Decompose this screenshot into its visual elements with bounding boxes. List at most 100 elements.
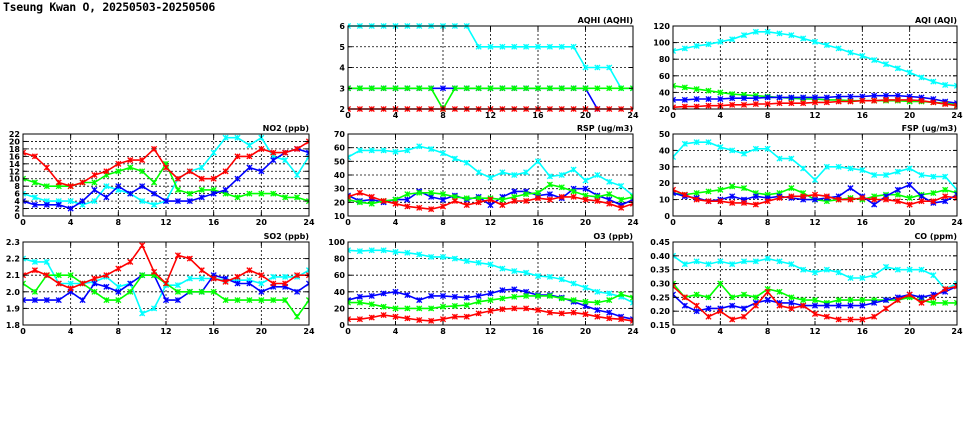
data-point (222, 278, 229, 285)
data-point (439, 85, 447, 92)
data-point (463, 258, 470, 265)
data-point (31, 258, 38, 265)
data-point (246, 190, 253, 197)
data-point (348, 299, 352, 306)
point-stroke (305, 282, 309, 287)
y-tick-label: 18 (9, 145, 21, 154)
data-point (894, 65, 901, 72)
data-point (606, 200, 613, 207)
data-point (67, 205, 74, 212)
data-point (582, 284, 589, 291)
series-3 (23, 138, 309, 190)
data-point (348, 85, 352, 92)
data-point (811, 269, 819, 276)
data-point (439, 292, 447, 300)
data-point (67, 285, 74, 292)
y-tick-label: 0 (14, 212, 20, 221)
data-point (368, 85, 375, 92)
data-point (305, 267, 309, 274)
point-stroke (953, 189, 957, 194)
y-tick-label: 20 (334, 198, 346, 207)
y-tick-label: 20 (334, 304, 346, 313)
data-point (23, 280, 27, 287)
data-point (823, 193, 830, 200)
data-point (475, 292, 482, 300)
data-point (246, 142, 253, 149)
y-tick-label: 4 (339, 64, 345, 73)
data-point (210, 190, 217, 197)
data-point (930, 99, 937, 106)
data-point (752, 100, 759, 108)
x-tick-label: 8 (116, 327, 122, 336)
data-point (428, 85, 435, 92)
x-tick-label: 4 (68, 327, 74, 336)
data-point (629, 193, 633, 200)
data-point (234, 194, 241, 201)
data-point (594, 313, 601, 320)
data-point (930, 78, 937, 85)
data-point (811, 191, 819, 198)
data-point (103, 168, 110, 175)
y-tick-label: 1.9 (6, 304, 21, 313)
x-tick-label: 4 (718, 327, 724, 336)
data-point (871, 171, 878, 179)
data-point (629, 105, 633, 112)
point-stroke (629, 317, 633, 322)
x-tick-label: 12 (809, 327, 820, 336)
x-tick-label: 16 (208, 218, 220, 227)
data-point (151, 179, 158, 186)
data-point (348, 193, 352, 200)
data-point (847, 93, 854, 100)
point-stroke (348, 316, 352, 321)
data-point (258, 272, 265, 279)
data-point (91, 179, 98, 186)
data-point (55, 201, 62, 208)
point-stroke (629, 108, 633, 112)
data-point (953, 82, 957, 89)
data-point (356, 248, 363, 255)
x-tick-label: 16 (857, 111, 869, 120)
data-point (882, 305, 890, 312)
data-point (894, 186, 901, 193)
data-point (534, 43, 542, 50)
y-tick-label: 2.2 (6, 255, 20, 264)
x-tick-label: 0 (345, 327, 351, 336)
series-0 (673, 139, 957, 193)
y-tick-label: 2 (339, 105, 345, 114)
point-stroke (673, 280, 677, 285)
data-point (673, 153, 677, 161)
data-point (776, 288, 783, 295)
data-point (43, 164, 50, 171)
series-3 (348, 189, 633, 213)
data-point (558, 310, 565, 317)
data-point (859, 194, 866, 202)
y-tick-label: 60 (659, 72, 671, 81)
data-point (871, 56, 878, 64)
point-stroke (629, 105, 633, 110)
data-point (871, 313, 878, 320)
data-point (681, 96, 688, 103)
data-point (788, 261, 795, 268)
data-point (570, 309, 577, 316)
data-point (210, 288, 217, 295)
data-point (717, 280, 724, 287)
data-point (523, 292, 530, 300)
data-point (198, 186, 205, 193)
data-point (776, 194, 783, 202)
data-point (717, 258, 724, 265)
series-2 (348, 291, 633, 312)
data-point (823, 302, 830, 309)
point-stroke (953, 194, 957, 199)
data-point (356, 147, 363, 154)
data-point (629, 294, 633, 301)
data-point (693, 308, 700, 315)
data-point (67, 272, 74, 279)
data-point (693, 42, 700, 49)
data-point (380, 147, 387, 154)
point-stroke (23, 192, 27, 197)
data-point (906, 96, 913, 103)
data-point (67, 183, 74, 190)
chart-title: AQI (AQI) (915, 16, 957, 25)
x-tick-label: 24 (951, 218, 963, 227)
point-stroke (673, 96, 677, 101)
